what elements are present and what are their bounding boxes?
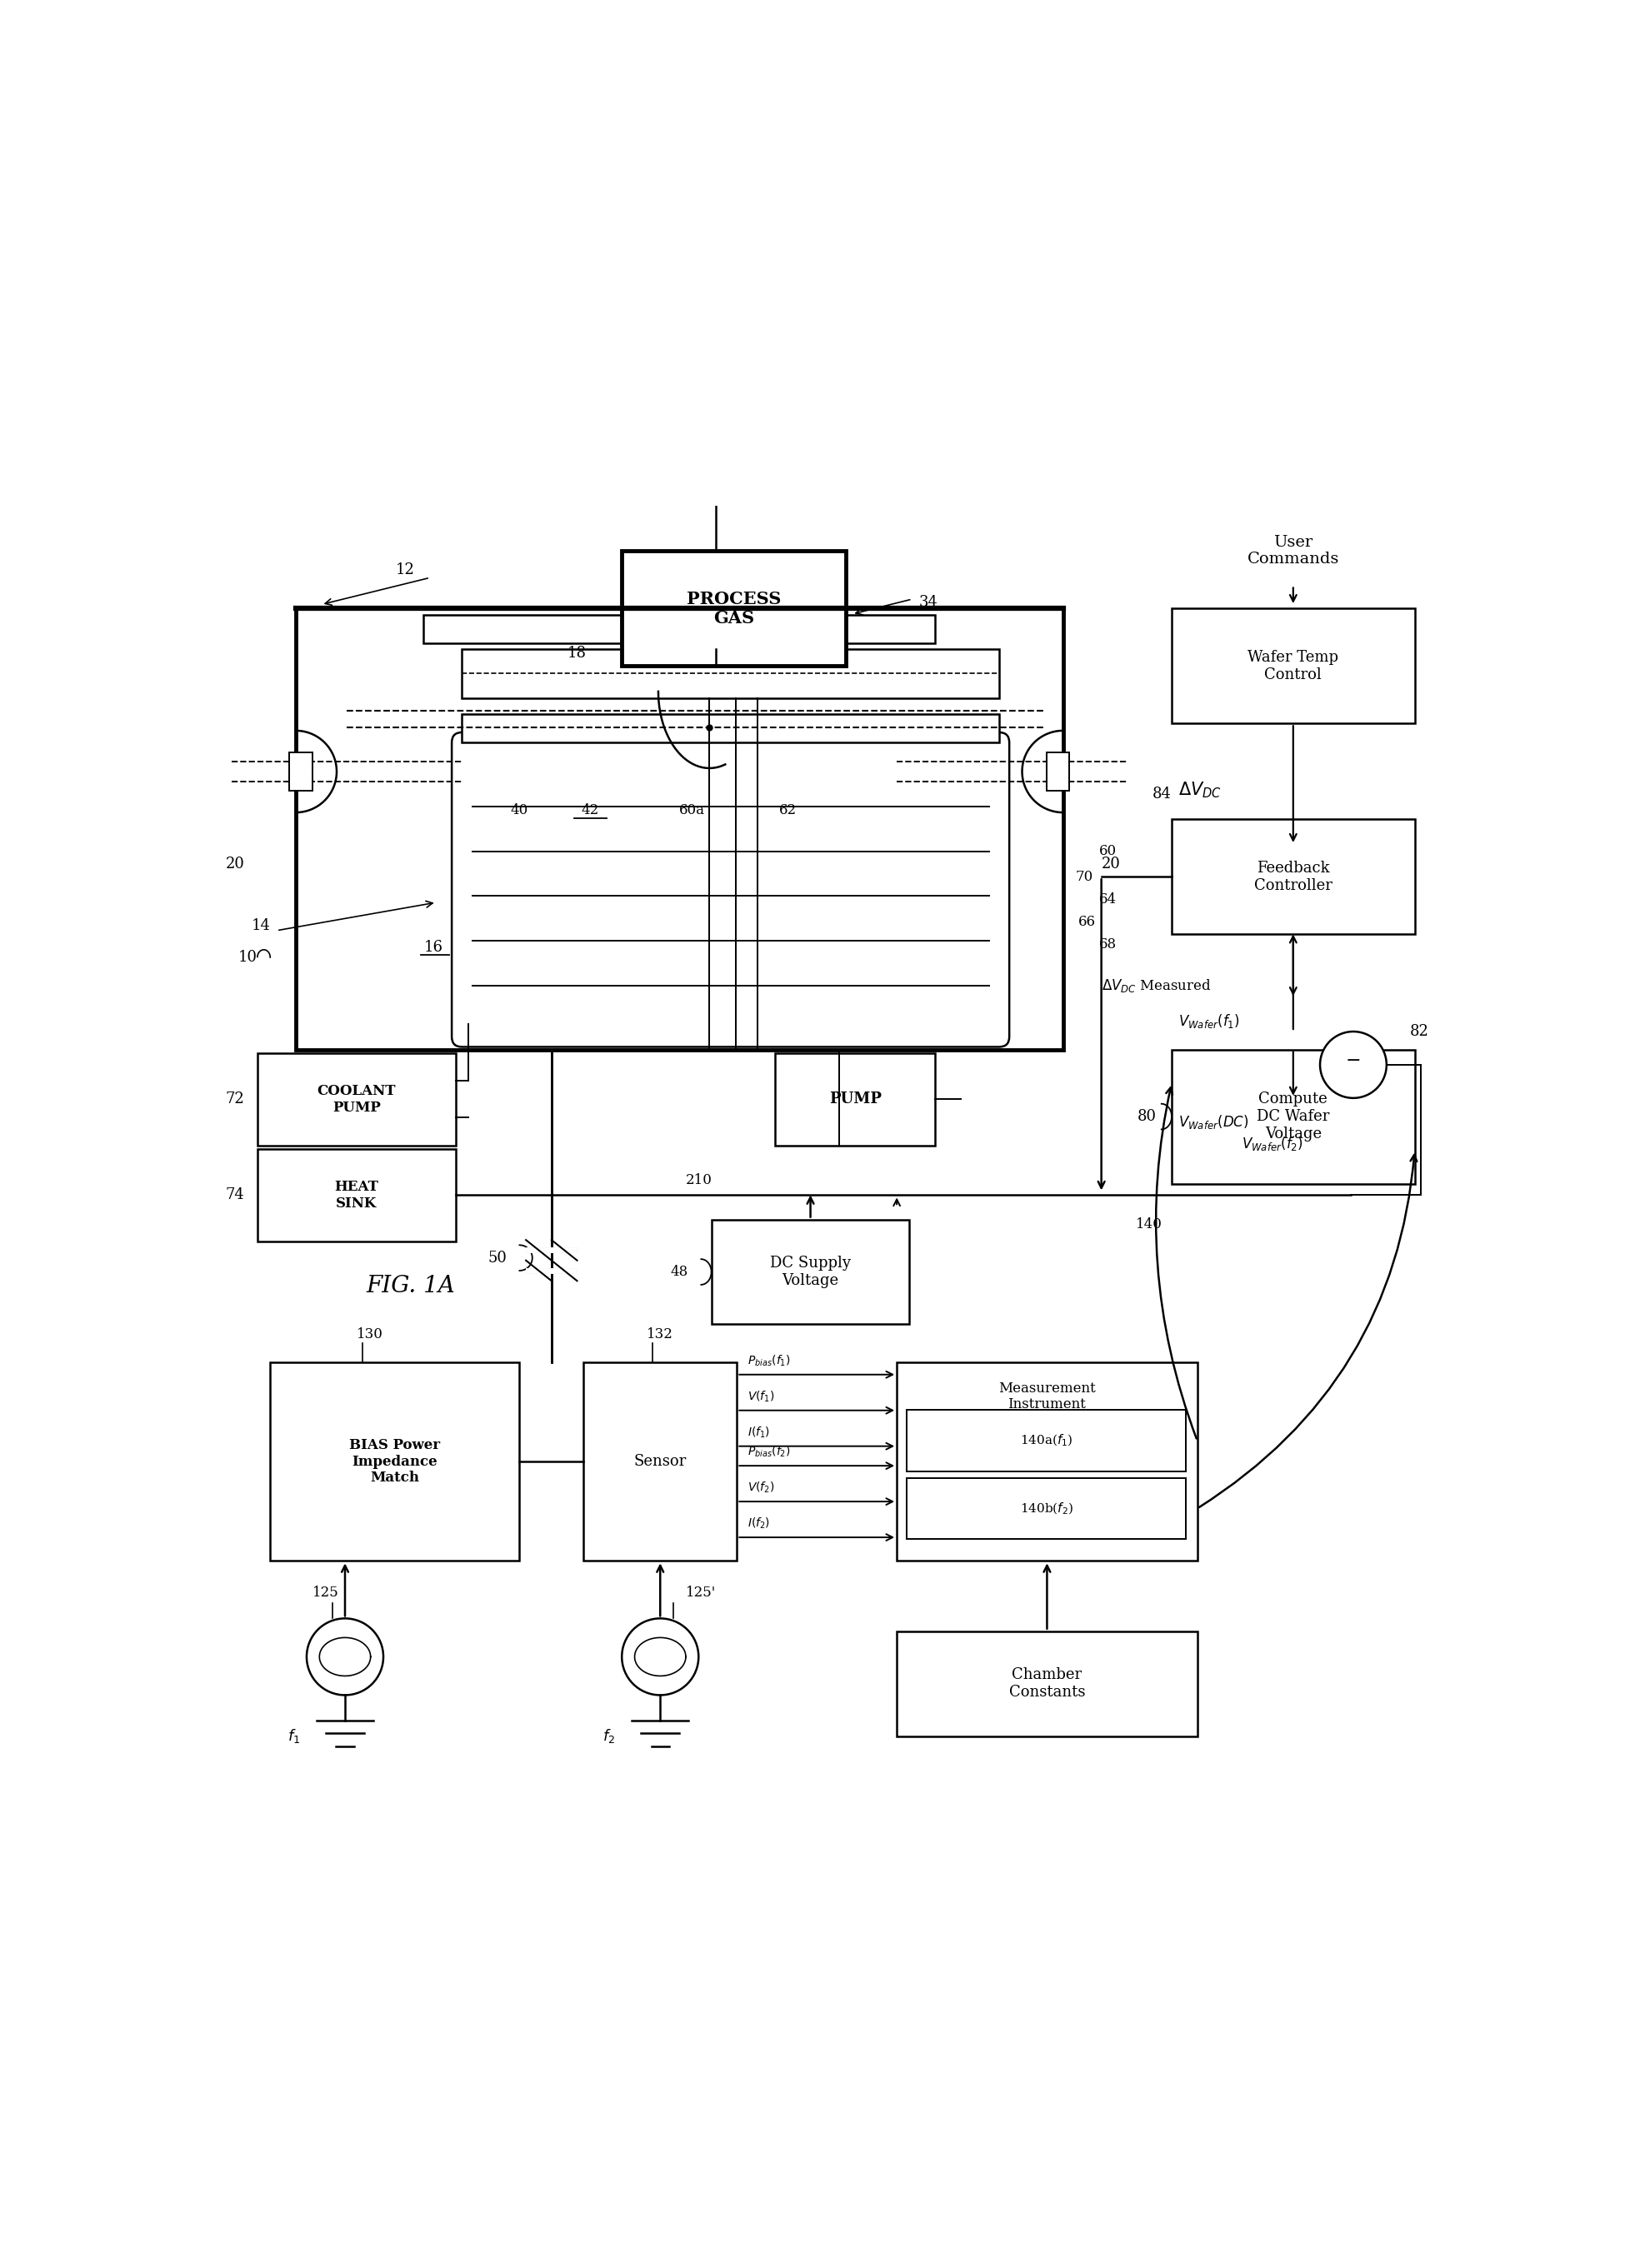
Bar (257, 1150, 455, 1241)
Text: PUMP: PUMP (828, 1091, 881, 1107)
Bar (711, 1220, 909, 1325)
Text: 62: 62 (779, 803, 797, 816)
Text: DC Supply
Voltage: DC Supply Voltage (771, 1256, 851, 1288)
Bar (271, 1363, 520, 1560)
Text: 40: 40 (512, 803, 528, 816)
Bar (908, 1479, 1186, 1540)
Text: 12: 12 (396, 562, 414, 578)
Text: 50: 50 (488, 1250, 507, 1266)
Bar (295, 608, 1063, 1050)
Text: 140b($f_2$): 140b($f_2$) (1020, 1501, 1073, 1515)
Text: 64: 64 (1099, 894, 1117, 907)
Bar (1172, 819, 1414, 934)
Text: Feedback
Controller: Feedback Controller (1254, 860, 1332, 894)
Text: FIG. 1A: FIG. 1A (366, 1275, 455, 1297)
Circle shape (307, 1619, 383, 1694)
Bar (462, 714, 1000, 742)
FancyBboxPatch shape (452, 733, 1010, 1048)
Text: $V_{Wafer}(f_1)$: $V_{Wafer}(f_1)$ (1178, 1012, 1239, 1030)
Text: 70: 70 (1076, 869, 1094, 885)
Text: 66: 66 (1079, 914, 1096, 928)
Text: 130: 130 (356, 1327, 383, 1343)
Bar (898, 1631, 1198, 1735)
Bar (1172, 1050, 1414, 1184)
Text: COOLANT
PUMP: COOLANT PUMP (317, 1084, 396, 1114)
Bar (257, 1052, 455, 1145)
Text: $V_{Wafer}(DC)$: $V_{Wafer}(DC)$ (1178, 1114, 1249, 1132)
Text: 140: 140 (1137, 1218, 1163, 1232)
Text: 82: 82 (1409, 1025, 1429, 1039)
Text: 72: 72 (226, 1091, 244, 1107)
Text: $\Delta V_{DC}$ Measured: $\Delta V_{DC}$ Measured (1102, 978, 1211, 993)
Text: 140a($f_1$): 140a($f_1$) (1020, 1433, 1073, 1449)
Text: 84: 84 (1153, 787, 1172, 801)
Bar (622, 551, 845, 667)
Bar (908, 1411, 1186, 1472)
Bar (1046, 753, 1069, 792)
Text: 210: 210 (685, 1173, 711, 1186)
Text: 18: 18 (568, 646, 587, 660)
Bar (584, 1363, 738, 1560)
Text: $P_{bias}(f_2)$: $P_{bias}(f_2)$ (747, 1445, 790, 1458)
Text: 10: 10 (238, 950, 257, 964)
Circle shape (1320, 1032, 1386, 1098)
Text: 48: 48 (670, 1266, 688, 1279)
Text: $I(f_2)$: $I(f_2)$ (747, 1517, 771, 1531)
Text: 60a: 60a (680, 803, 705, 816)
Bar (289, 753, 312, 792)
Text: $f_2$: $f_2$ (602, 1728, 615, 1744)
Text: Measurement
Instrument: Measurement Instrument (998, 1381, 1096, 1411)
Text: 20: 20 (1102, 857, 1120, 871)
Bar (776, 1052, 936, 1145)
Text: 34: 34 (919, 594, 939, 610)
Text: $V(f_1)$: $V(f_1)$ (747, 1390, 774, 1404)
Text: 132: 132 (647, 1327, 673, 1343)
Text: 16: 16 (424, 939, 444, 955)
Text: $I(f_1)$: $I(f_1)$ (747, 1424, 771, 1440)
Text: $V(f_2)$: $V(f_2)$ (747, 1481, 774, 1495)
Text: 42: 42 (581, 803, 599, 816)
Text: Chamber
Constants: Chamber Constants (1008, 1667, 1086, 1699)
Text: User
Commands: User Commands (1247, 535, 1340, 567)
Text: HEAT
SINK: HEAT SINK (335, 1179, 378, 1211)
Text: PROCESS
GAS: PROCESS GAS (686, 590, 780, 626)
Text: 80: 80 (1137, 1109, 1157, 1125)
Bar (1172, 608, 1414, 723)
Circle shape (622, 1619, 698, 1694)
Text: BIAS Power
Impedance
Match: BIAS Power Impedance Match (350, 1438, 441, 1486)
Text: Compute
DC Wafer
Voltage: Compute DC Wafer Voltage (1257, 1091, 1330, 1141)
Text: 14: 14 (251, 919, 271, 932)
Bar (462, 649, 1000, 699)
Text: 60: 60 (1099, 844, 1117, 857)
Text: 125': 125' (686, 1585, 716, 1599)
Bar (424, 615, 936, 642)
Text: $f_1$: $f_1$ (287, 1728, 300, 1744)
Text: 20: 20 (226, 857, 244, 871)
Text: Sensor: Sensor (634, 1454, 686, 1470)
Text: 68: 68 (1099, 937, 1117, 953)
Text: Wafer Temp
Control: Wafer Temp Control (1247, 649, 1338, 683)
Text: 74: 74 (226, 1188, 244, 1202)
Text: 125: 125 (312, 1585, 338, 1599)
Text: $P_{bias}(f_1)$: $P_{bias}(f_1)$ (747, 1354, 790, 1368)
Text: $V_{Wafer}(f_2)$: $V_{Wafer}(f_2)$ (1242, 1134, 1304, 1152)
Text: $\Delta V_{DC}$: $\Delta V_{DC}$ (1178, 780, 1221, 801)
Text: −: − (1345, 1052, 1361, 1070)
Bar (898, 1363, 1198, 1560)
